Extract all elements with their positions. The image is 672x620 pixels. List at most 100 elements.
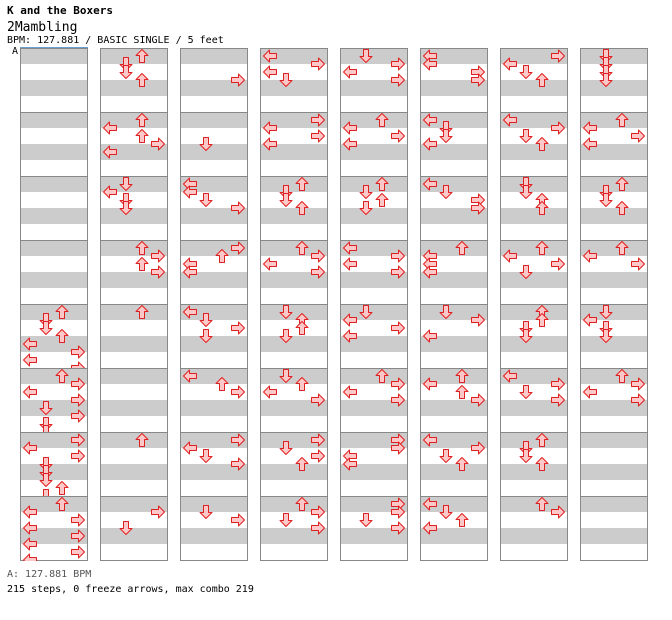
- left-arrow-icon: [503, 369, 517, 383]
- beat-stripe: [340, 480, 408, 496]
- right-arrow-icon: [231, 241, 245, 255]
- beat-stripe: [500, 368, 568, 384]
- beat-stripe: [340, 512, 408, 528]
- beat-stripe: [500, 144, 568, 160]
- right-arrow-icon: [151, 505, 165, 519]
- beat-stripe: [100, 240, 168, 256]
- up-arrow-icon: [615, 177, 629, 191]
- measure: [340, 368, 408, 433]
- beat-stripe: [100, 48, 168, 64]
- beat-stripe: [580, 240, 648, 256]
- down-arrow-icon: [39, 473, 53, 487]
- left-arrow-icon: [423, 329, 437, 343]
- beat-stripe: [340, 256, 408, 272]
- beat-stripe: [180, 464, 248, 480]
- measure: [100, 176, 168, 241]
- up-arrow-icon: [615, 113, 629, 127]
- beat-stripe: [20, 432, 88, 448]
- down-arrow-icon: [439, 185, 453, 199]
- measure: [500, 432, 568, 497]
- beat-stripe: [340, 48, 408, 64]
- up-arrow-icon: [55, 369, 69, 383]
- beat-stripe: [420, 48, 488, 64]
- down-arrow-icon: [439, 449, 453, 463]
- beat-stripe: [500, 208, 568, 224]
- left-arrow-icon: [183, 441, 197, 455]
- beat-stripe: [180, 272, 248, 288]
- down-arrow-icon: [519, 385, 533, 399]
- beat-stripe: [580, 384, 648, 400]
- right-arrow-icon: [231, 457, 245, 471]
- up-arrow-icon: [215, 377, 229, 391]
- right-arrow-icon: [311, 505, 325, 519]
- measure: [100, 432, 168, 497]
- beat-stripe: [500, 496, 568, 512]
- beat-stripe: [500, 240, 568, 256]
- right-arrow-icon: [471, 201, 485, 215]
- measure-border: [20, 496, 88, 561]
- beat-stripe: [580, 352, 648, 368]
- measure: [420, 176, 488, 241]
- beat-stripe: [260, 496, 328, 512]
- beat-stripe: [260, 400, 328, 416]
- beat-stripe: [100, 432, 168, 448]
- beat-stripe: [100, 176, 168, 192]
- beat-stripe: [20, 336, 88, 352]
- beat-stripe: [260, 368, 328, 384]
- right-arrow-icon: [551, 49, 565, 63]
- beat-stripe: [180, 192, 248, 208]
- right-arrow-icon: [311, 433, 325, 447]
- beat-stripe: [260, 336, 328, 352]
- left-arrow-icon: [103, 145, 117, 159]
- beat-stripe: [20, 128, 88, 144]
- beat-stripe: [100, 272, 168, 288]
- beat-stripe: [420, 224, 488, 240]
- beat-stripe: [500, 256, 568, 272]
- down-arrow-icon: [439, 305, 453, 319]
- down-arrow-icon: [279, 329, 293, 343]
- measure: [420, 48, 488, 113]
- beat-stripe: [260, 432, 328, 448]
- beat-stripe: [500, 304, 568, 320]
- down-arrow-icon: [519, 329, 533, 343]
- left-arrow-icon: [583, 385, 597, 399]
- measure: [20, 112, 88, 177]
- beat-stripe: [340, 112, 408, 128]
- up-arrow-icon: [375, 369, 389, 383]
- right-arrow-icon: [391, 321, 405, 335]
- beat-stripe: [340, 128, 408, 144]
- measure: [500, 112, 568, 177]
- beat-stripe: [260, 544, 328, 560]
- beat-stripe: [260, 288, 328, 304]
- left-arrow-icon: [343, 257, 357, 271]
- beat-stripe: [180, 256, 248, 272]
- beat-stripe: [340, 368, 408, 384]
- right-arrow-icon: [551, 393, 565, 407]
- beat-stripe: [580, 160, 648, 176]
- down-arrow-icon: [439, 129, 453, 143]
- up-arrow-icon: [135, 73, 149, 87]
- beat-stripe: [500, 528, 568, 544]
- left-arrow-icon: [23, 505, 37, 519]
- right-arrow-icon: [391, 73, 405, 87]
- right-arrow-icon: [311, 113, 325, 127]
- down-arrow-icon: [439, 505, 453, 519]
- beat-stripe: [340, 336, 408, 352]
- chart-column-6: [420, 48, 488, 561]
- left-arrow-icon: [263, 385, 277, 399]
- beat-stripe: [260, 320, 328, 336]
- beat-stripe: [500, 128, 568, 144]
- beat-stripe: [180, 112, 248, 128]
- left-arrow-icon: [23, 337, 37, 351]
- measure-border: [260, 496, 328, 561]
- beat-stripe: [580, 400, 648, 416]
- beat-stripe: [580, 208, 648, 224]
- right-arrow-icon: [551, 505, 565, 519]
- down-arrow-icon: [599, 329, 613, 343]
- measure: [180, 496, 248, 561]
- beat-stripe: [180, 528, 248, 544]
- left-arrow-icon: [23, 537, 37, 551]
- measure-border: [580, 496, 648, 561]
- measure: [340, 240, 408, 305]
- beat-stripe: [20, 192, 88, 208]
